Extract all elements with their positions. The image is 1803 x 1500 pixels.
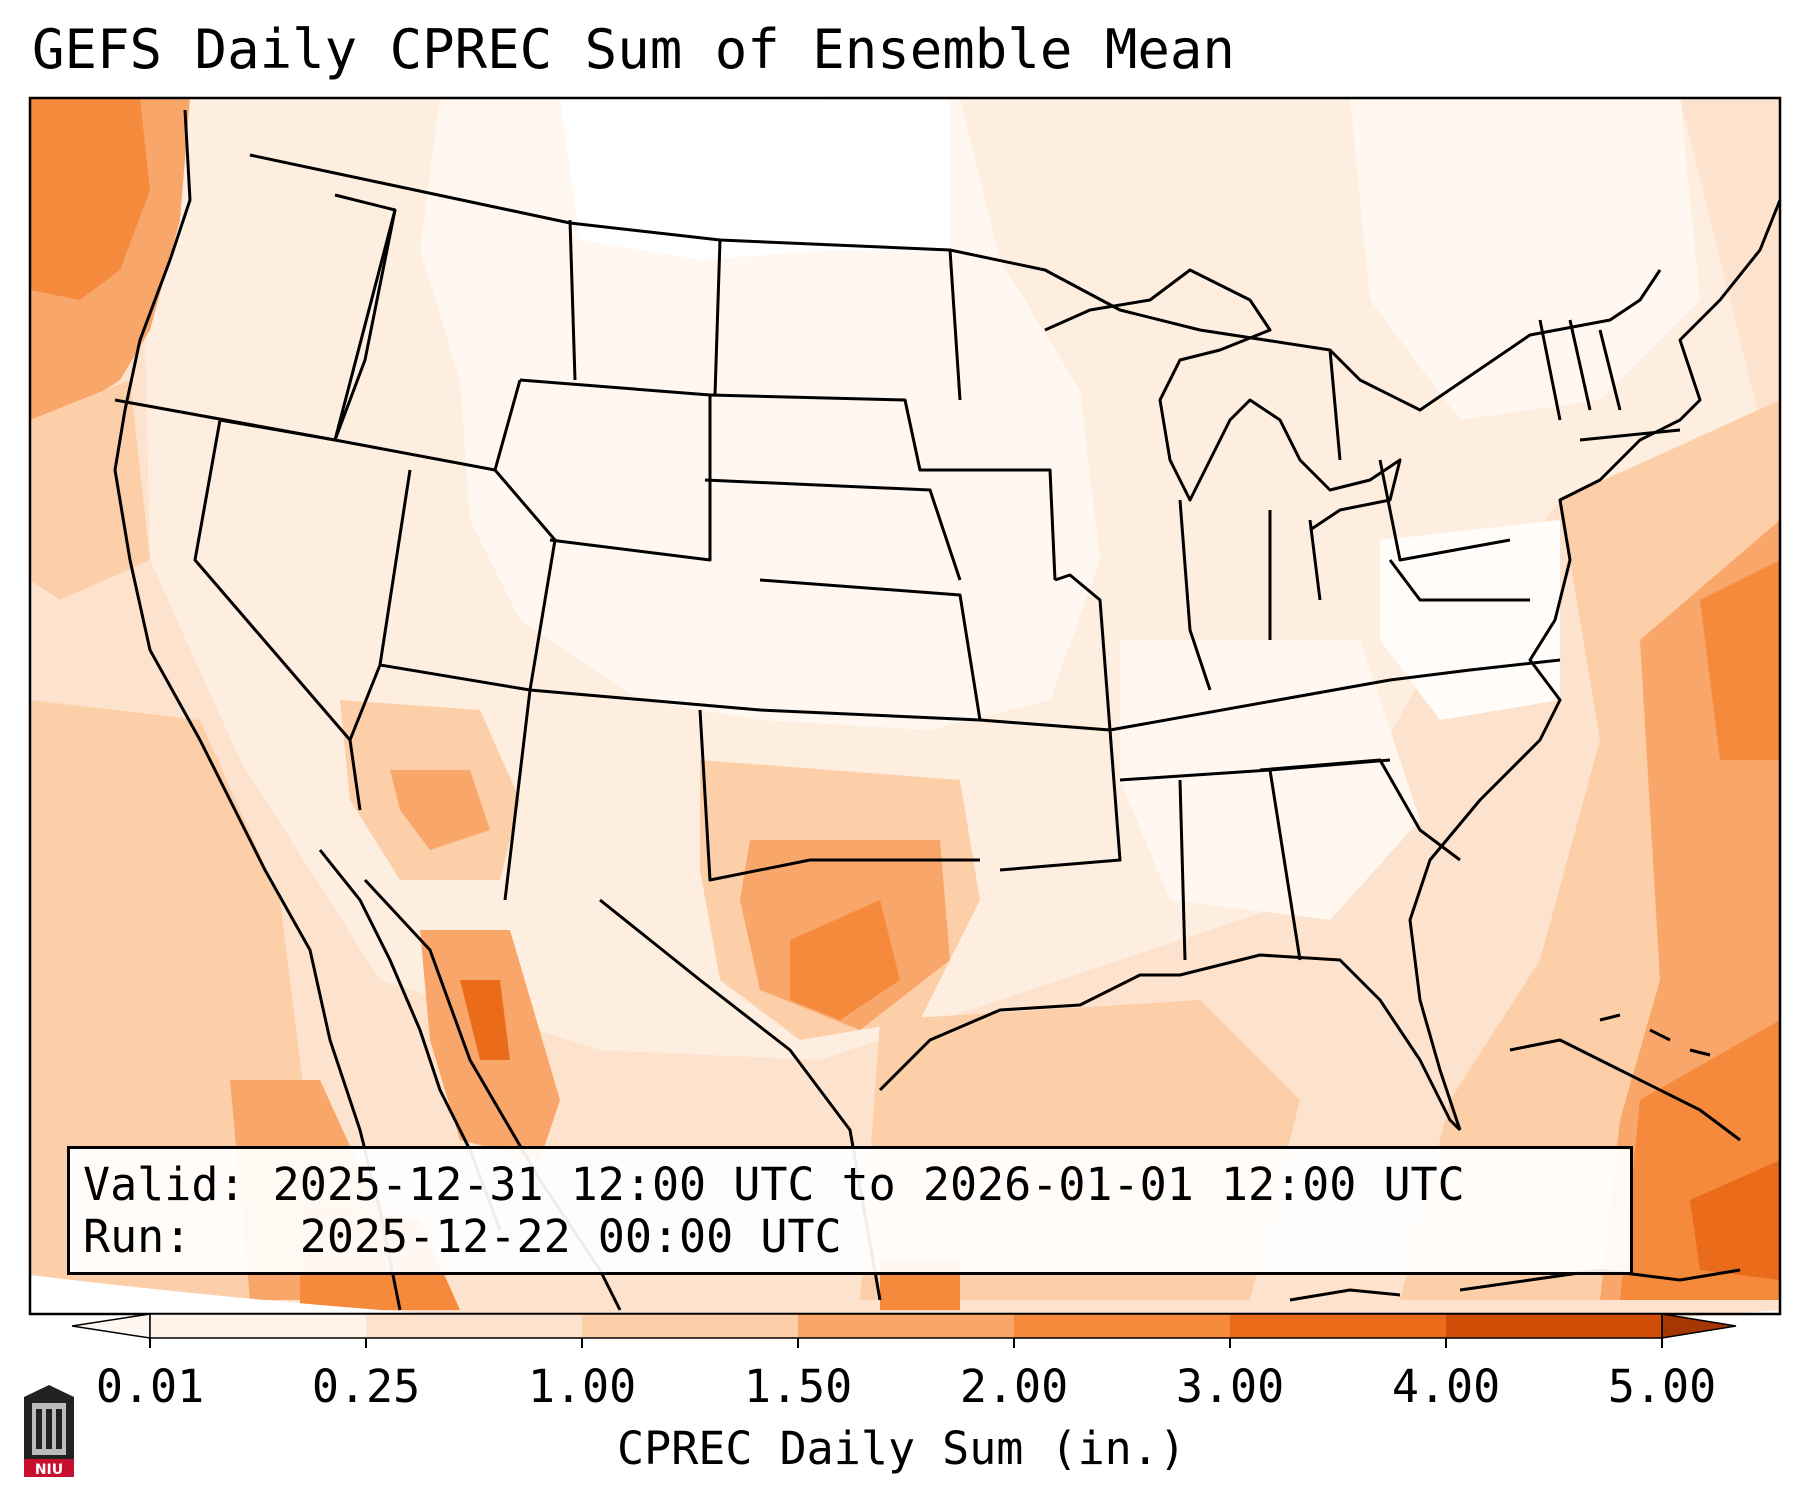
colorbar-tick-label: 1.00: [527, 1360, 637, 1413]
colorbar-tick-label: 2.00: [959, 1360, 1069, 1413]
colorbar-segment: [582, 1314, 799, 1338]
great-lakes: [1044, 268, 1402, 532]
run-value: 2025-12-22 00:00 UTC: [299, 1210, 842, 1263]
colorbar-segment: [1014, 1314, 1231, 1338]
colorbar-segment: [366, 1314, 583, 1338]
colorbar: [71, 1313, 1737, 1348]
colorbar-tick-label: 1.50: [743, 1360, 853, 1413]
east-coast: [1408, 199, 1782, 1131]
logo-text: NIU: [35, 1462, 63, 1478]
colorbar-over-extend: [1661, 1313, 1737, 1339]
colorbar-label: CPREC Daily Sum (in.): [617, 1422, 1186, 1475]
university-tower-icon: NIU: [20, 1383, 78, 1479]
valid-label: Valid:: [83, 1158, 246, 1211]
us-canada-border: [249, 153, 1662, 412]
precipitation-field: [30, 98, 1780, 1318]
colorbar-under-extend: [71, 1313, 151, 1339]
chart-title: GEFS Daily CPREC Sum of Ensemble Mean: [32, 18, 1235, 81]
colorbar-tick-label: 3.00: [1175, 1360, 1285, 1413]
boundary-lines: [113, 109, 1782, 1311]
colorbar-tick-label: 4.00: [1391, 1360, 1501, 1413]
run-label: Run:: [83, 1210, 192, 1263]
colorbar-segment: [1446, 1314, 1663, 1338]
colorbar-segment: [1230, 1314, 1447, 1338]
colorbar-border: [149, 1313, 1663, 1339]
colorbar-segment: [798, 1314, 1015, 1338]
colorbar-segment: [150, 1314, 367, 1338]
valid-value: 2025-12-31 12:00 UTC to 2026-01-01 12:00…: [272, 1158, 1465, 1211]
valid-run-info-box: Valid: 2025-12-31 12:00 UTC to 2026-01-0…: [67, 1146, 1633, 1275]
colorbar-tick-label: 5.00: [1607, 1360, 1717, 1413]
colorbar-tick-label: 0.25: [311, 1360, 421, 1413]
west-coast: [113, 109, 402, 1311]
colorbar-tick-label: 0.01: [95, 1360, 205, 1413]
